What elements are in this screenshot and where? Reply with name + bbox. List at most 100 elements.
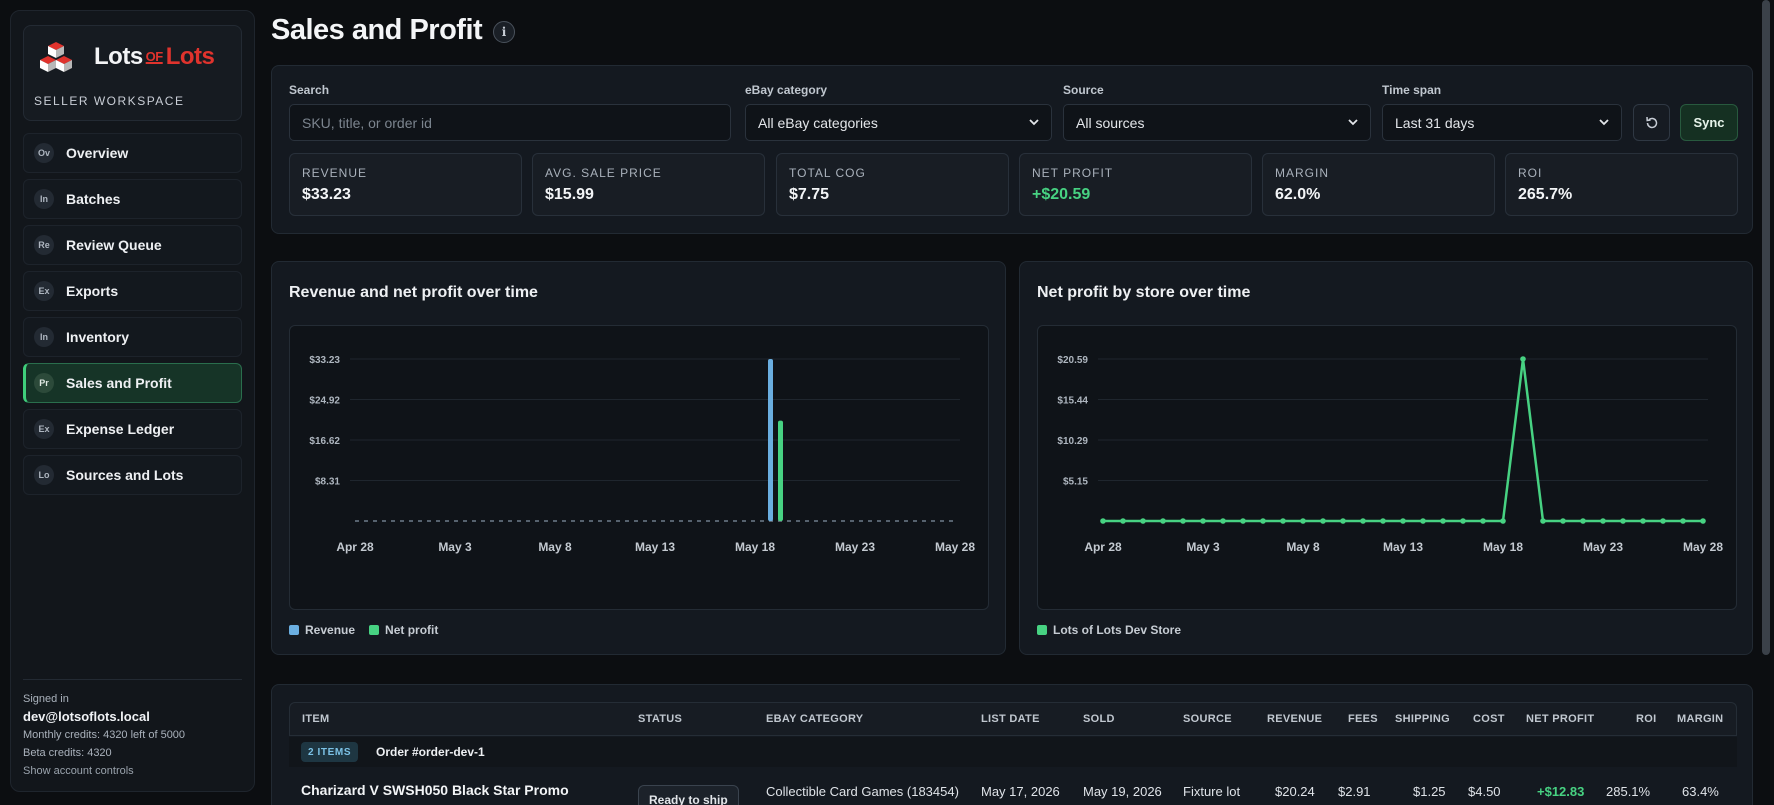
y-tick-label: $16.62 bbox=[309, 436, 340, 447]
column-header[interactable]: REVENUE bbox=[1267, 713, 1323, 725]
data-point bbox=[1260, 518, 1266, 524]
cell-item[interactable]: Charizard V SWSH050 Black Star Promo bbox=[301, 782, 569, 798]
cell-net-profit: +$12.83 bbox=[1537, 784, 1585, 799]
filters-panel: Search SKU, title, or order id eBay cate… bbox=[271, 65, 1753, 234]
column-header[interactable]: COST bbox=[1473, 713, 1505, 725]
sidebar-item-review-queue[interactable]: Re Review Queue bbox=[23, 225, 242, 265]
legend-label: Lots of Lots Dev Store bbox=[1053, 623, 1182, 637]
sidebar-item-expense-ledger[interactable]: Ex Expense Ledger bbox=[23, 409, 242, 449]
data-point bbox=[1240, 518, 1246, 524]
x-tick-label: May 28 bbox=[935, 540, 975, 554]
sidebar-item-batches[interactable]: In Batches bbox=[23, 179, 242, 219]
column-header[interactable]: EBAY CATEGORY bbox=[766, 713, 864, 725]
chart-area: $20.59 $15.44 $10.29 $5.15 Apr 28 May 3 May 8 M… bbox=[1037, 325, 1737, 610]
legend-item-store[interactable]: Lots of Lots Dev Store bbox=[1037, 623, 1181, 637]
column-header[interactable]: ITEM bbox=[302, 713, 330, 725]
data-point bbox=[1700, 518, 1706, 524]
chevron-down-icon bbox=[1599, 119, 1609, 126]
category-label: eBay category bbox=[745, 83, 828, 97]
column-header[interactable]: NET PROFIT bbox=[1526, 713, 1595, 725]
y-tick-label: $8.31 bbox=[315, 476, 340, 487]
sidebar-item-sales-and-profit[interactable]: Pr Sales and Profit bbox=[23, 363, 242, 403]
column-header[interactable]: LIST DATE bbox=[981, 713, 1040, 725]
sidebar-item-sources-and-lots[interactable]: Lo Sources and Lots bbox=[23, 455, 242, 495]
bar-net-profit bbox=[778, 420, 783, 521]
legend-item-net-profit[interactable]: Net profit bbox=[369, 623, 438, 637]
column-header[interactable]: ROI bbox=[1636, 713, 1657, 725]
kpi-net-profit: NET PROFIT +$20.59 bbox=[1019, 153, 1252, 216]
cell-source: Fixture lot bbox=[1183, 784, 1241, 799]
nav-badge: Ex bbox=[34, 419, 54, 439]
legend-item-revenue[interactable]: Revenue bbox=[289, 623, 355, 637]
cell-revenue: $20.24 bbox=[1275, 784, 1315, 799]
sidebar-item-label: Expense Ledger bbox=[66, 421, 175, 437]
cell-fees: $2.91 bbox=[1338, 784, 1371, 799]
x-tick-label: Apr 28 bbox=[336, 540, 374, 554]
data-point bbox=[1120, 518, 1126, 524]
reset-filters-button[interactable] bbox=[1633, 104, 1670, 141]
data-point bbox=[1460, 518, 1466, 524]
nav-badge: Pr bbox=[34, 373, 54, 393]
column-header[interactable]: STATUS bbox=[638, 713, 683, 725]
data-point bbox=[1560, 518, 1566, 524]
kpi-value: 62.0% bbox=[1275, 186, 1321, 203]
brand-subtitle: SELLER WORKSPACE bbox=[34, 94, 185, 108]
data-point bbox=[1160, 518, 1166, 524]
sidebar-item-label: Batches bbox=[66, 191, 121, 207]
show-account-controls-link[interactable]: Show account controls bbox=[23, 765, 134, 777]
items-count-badge: 2 ITEMS bbox=[301, 742, 359, 762]
kpi-label: REVENUE bbox=[302, 166, 368, 180]
legend-label: Net profit bbox=[385, 623, 439, 637]
beta-credits: Beta credits: 4320 bbox=[23, 747, 112, 759]
data-point bbox=[1300, 518, 1306, 524]
sidebar-item-label: Review Queue bbox=[66, 237, 162, 253]
status-button[interactable]: Ready to ship bbox=[638, 785, 739, 805]
source-value: All sources bbox=[1076, 114, 1145, 131]
kpi-revenue: REVENUE $33.23 bbox=[289, 153, 522, 216]
sidebar-item-overview[interactable]: Ov Overview bbox=[23, 133, 242, 173]
column-header[interactable]: SOURCE bbox=[1183, 713, 1232, 725]
x-tick-label: May 23 bbox=[835, 540, 875, 554]
nav-badge: Ex bbox=[34, 281, 54, 301]
search-input[interactable]: SKU, title, or order id bbox=[289, 104, 731, 141]
kpi-label: ROI bbox=[1518, 166, 1543, 180]
data-point bbox=[1500, 518, 1506, 524]
sidebar-item-inventory[interactable]: In Inventory bbox=[23, 317, 242, 357]
data-point bbox=[1520, 356, 1526, 362]
sync-button[interactable]: Sync bbox=[1680, 104, 1738, 141]
source-label: Source bbox=[1063, 83, 1104, 97]
timespan-select[interactable]: Last 31 days bbox=[1382, 104, 1622, 141]
data-point bbox=[1640, 518, 1646, 524]
kpi-margin: MARGIN 62.0% bbox=[1262, 153, 1495, 216]
column-header[interactable]: SHIPPING bbox=[1395, 713, 1450, 725]
sidebar-item-exports[interactable]: Ex Exports bbox=[23, 271, 242, 311]
sidebar-nav: Ov Overview In Batches Re Review Queue Ex Ex… bbox=[23, 133, 242, 501]
column-header[interactable]: MARGIN bbox=[1677, 713, 1724, 725]
chart-area: $33.23 $24.92 $16.62 $8.31 Apr 28 May 3 May 8 M… bbox=[289, 325, 989, 610]
sales-table-panel: ITEM STATUS EBAY CATEGORY LIST DATE SOLD… bbox=[271, 684, 1753, 805]
brand-word-2: OF bbox=[145, 49, 164, 64]
chevron-down-icon bbox=[1348, 119, 1358, 126]
order-group-row[interactable]: 2 ITEMS Order #order-dev-1 bbox=[289, 737, 1737, 767]
brand-word-3: Lots bbox=[165, 43, 215, 70]
column-header[interactable]: FEES bbox=[1348, 713, 1378, 725]
x-tick-label: May 18 bbox=[735, 540, 775, 554]
x-tick-label: May 23 bbox=[1583, 540, 1623, 554]
refresh-icon bbox=[1645, 116, 1657, 128]
source-select[interactable]: All sources bbox=[1063, 104, 1371, 141]
page-scrollbar[interactable] bbox=[1762, 0, 1770, 655]
kpi-label: TOTAL COG bbox=[789, 166, 866, 180]
table-header: ITEM STATUS EBAY CATEGORY LIST DATE SOLD… bbox=[289, 702, 1737, 736]
signed-in-label: Signed in bbox=[23, 693, 69, 705]
nav-badge: In bbox=[34, 189, 54, 209]
kpi-value: 265.7% bbox=[1518, 186, 1573, 203]
data-point bbox=[1440, 518, 1446, 524]
kpi-label: NET PROFIT bbox=[1032, 166, 1114, 180]
data-point bbox=[1280, 518, 1286, 524]
x-tick-label: May 3 bbox=[438, 540, 472, 554]
kpi-total-cog: TOTAL COG $7.75 bbox=[776, 153, 1009, 216]
column-header[interactable]: SOLD bbox=[1083, 713, 1115, 725]
data-point bbox=[1100, 518, 1106, 524]
category-select[interactable]: All eBay categories bbox=[745, 104, 1052, 141]
info-icon[interactable]: i bbox=[493, 21, 515, 43]
